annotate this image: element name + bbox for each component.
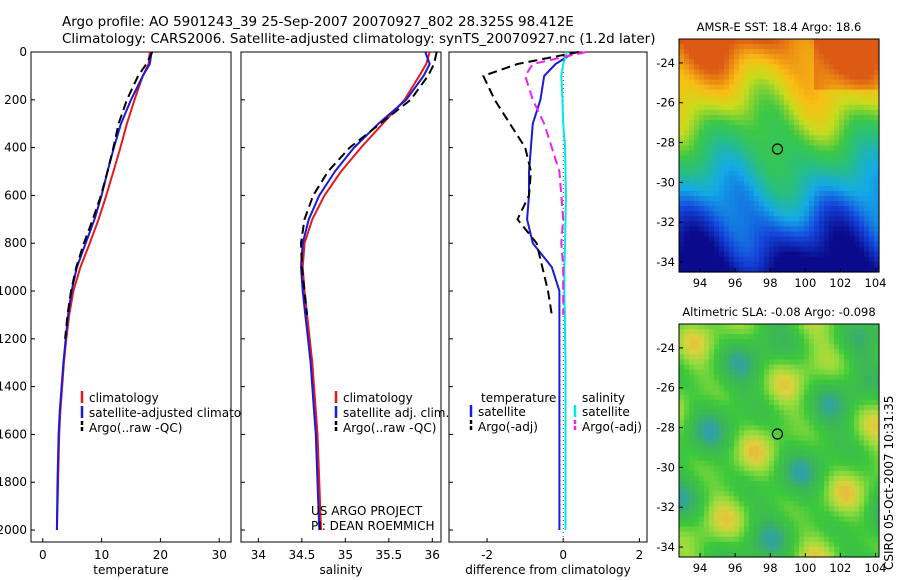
map-x-tick-label: 98 <box>763 561 778 575</box>
y-tick-label: 200 <box>4 93 27 107</box>
timestamp-stamp: CSIRO 05-Oct-2007 10:31:35 <box>882 396 896 570</box>
x-axis-label: difference from climatology <box>465 563 631 577</box>
map-x-tick-label: 96 <box>728 561 743 575</box>
x-tick-label: 30 <box>212 548 227 562</box>
x-tick-label: 20 <box>153 548 168 562</box>
map-raster <box>679 39 880 273</box>
x-tick-label: 0 <box>559 548 567 562</box>
y-tick-label: 1600 <box>0 427 27 441</box>
x-tick-label: -2 <box>481 548 493 562</box>
legend-label: satellite <box>582 405 630 419</box>
map-y-tick-label: -30 <box>656 175 675 189</box>
x-tick-label: 35.5 <box>375 548 402 562</box>
map-x-tick-label: 100 <box>794 561 816 575</box>
argo-location-marker <box>771 428 784 440</box>
legend-label: Argo(..raw -QC) <box>343 421 436 435</box>
map-y-tick-label: -28 <box>656 136 675 150</box>
legend-group-title: salinity <box>582 391 625 405</box>
legend-group-title: temperature <box>481 391 556 405</box>
x-tick-label: 34 <box>251 548 266 562</box>
x-tick-label: 34.5 <box>289 548 316 562</box>
map-x-tick-label: 96 <box>728 276 743 290</box>
map-y-tick-label: -24 <box>656 341 675 355</box>
header-line-2: Climatology: CARS2006. Satellite-adjuste… <box>62 31 655 47</box>
x-tick-label: 2 <box>636 548 644 562</box>
map-y-tick-label: -30 <box>656 460 675 474</box>
series-line-argo-adj- <box>482 51 579 316</box>
map-title: AMSR-E SST: 18.4 Argo: 18.6 <box>697 20 862 34</box>
map-y-tick-label: -34 <box>656 255 675 269</box>
map-x-tick-label: 94 <box>693 276 708 290</box>
argo-location-marker <box>771 143 784 155</box>
series-line-satellite <box>560 51 568 530</box>
map-x-tick-label: 98 <box>763 276 778 290</box>
y-tick-label: 2000 <box>0 523 27 537</box>
map-x-tick-label: 94 <box>693 561 708 575</box>
profile-panel-salinity: 34 34.5 35 35.5 36 salinity climatologysatelli… <box>240 51 449 577</box>
legend-label: satellite adj. clim. <box>343 406 449 420</box>
map-y-tick-label: -26 <box>656 96 675 110</box>
map-y-tick-label: -24 <box>656 56 675 70</box>
map-x-tick-label: 104 <box>865 276 887 290</box>
map-x-tick-label: 100 <box>794 276 816 290</box>
axes-frame <box>240 51 442 543</box>
map-panel-sst-map: AMSR-E SST: 18.4 Argo: 18.6 94 96 98 100 102 1… <box>656 20 886 290</box>
x-tick-label: 0 <box>39 548 47 562</box>
legend-label: Argo(-adj) <box>478 420 538 434</box>
map-frame <box>678 323 880 558</box>
legend-label: satellite <box>478 405 526 419</box>
legend-label: Argo(-adj) <box>582 420 642 434</box>
y-tick-label: 800 <box>4 236 27 250</box>
header-line-1: Argo profile: AO 5901243_39 25-Sep-2007 … <box>62 14 574 30</box>
series-line-argo-raw-qc- <box>300 51 438 316</box>
annotation-text: PI: DEAN ROEMMICH <box>311 519 434 533</box>
series-line-satellite-adjusted-climatology <box>55 51 153 531</box>
map-x-tick-label: 104 <box>865 561 887 575</box>
x-axis-label: salinity <box>319 563 362 577</box>
x-tick-label: 35 <box>338 548 353 562</box>
axes-frame <box>30 51 232 543</box>
x-tick-label: 10 <box>94 548 109 562</box>
map-frame <box>678 38 880 273</box>
y-tick-label: 1800 <box>0 475 27 489</box>
legend-label: climatology <box>89 391 159 405</box>
map-x-tick-label: 102 <box>829 276 851 290</box>
map-y-tick-label: -26 <box>656 381 675 395</box>
y-tick-label: 600 <box>4 188 27 202</box>
y-tick-label: 1200 <box>0 332 27 346</box>
map-y-tick-label: -28 <box>656 421 675 435</box>
map-y-tick-label: -32 <box>656 215 675 229</box>
map-y-tick-label: -34 <box>656 540 675 554</box>
x-axis-label: temperature <box>93 563 168 577</box>
map-raster <box>679 324 880 558</box>
y-tick-label: 1400 <box>0 380 27 394</box>
x-tick-label: 36 <box>425 548 440 562</box>
legend-label: satellite-adjusted climatology <box>89 406 267 420</box>
series-line-argo-adj- <box>524 51 587 315</box>
map-title: Altimetric SLA: -0.08 Argo: -0.098 <box>682 305 875 319</box>
map-y-tick-label: -32 <box>656 500 675 514</box>
y-tick-label: 400 <box>4 141 27 155</box>
series-line-satellite <box>526 51 576 530</box>
map-panel-sla-map: Altimetric SLA: -0.08 Argo: -0.098 94 96 98… <box>656 305 886 575</box>
y-tick-label: 0 <box>19 45 27 59</box>
annotation-text: US ARGO PROJECT <box>311 504 423 518</box>
legend-label: climatology <box>343 391 413 405</box>
profile-panel-temperature: 0 200 400 600 800 1000 1200 1400 1600 1800 2000 0 10… <box>0 45 267 577</box>
series-line-argo-raw-qc- <box>64 51 154 339</box>
profile-panel-difference: -2 0 2 difference from climatology temperatu… <box>448 51 648 577</box>
y-tick-label: 1000 <box>0 284 27 298</box>
legend-label: Argo(..raw -QC) <box>89 421 182 435</box>
map-x-tick-label: 102 <box>829 561 851 575</box>
